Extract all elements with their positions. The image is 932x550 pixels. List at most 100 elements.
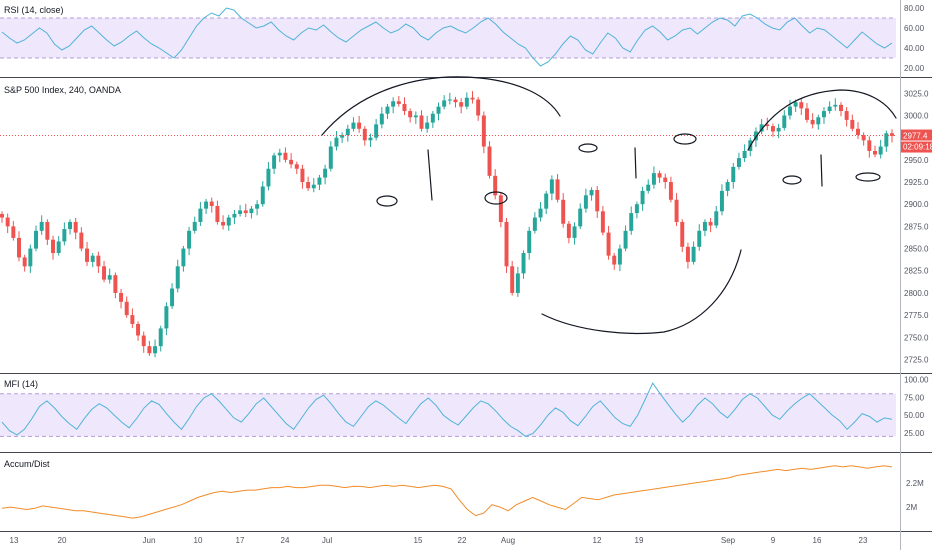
countdown-tag xyxy=(901,141,932,153)
candle-body xyxy=(510,266,515,293)
middle-circle-1-drawing xyxy=(578,143,598,153)
time-axis-label: 23 xyxy=(859,536,868,545)
candle-body xyxy=(328,146,333,169)
time-axis-label: 24 xyxy=(281,536,290,545)
candle-body xyxy=(657,173,662,178)
candle-body xyxy=(124,301,129,316)
time-axis-label: 22 xyxy=(458,536,467,545)
candle-body xyxy=(527,230,532,254)
candle-body xyxy=(22,257,27,267)
candle-body xyxy=(306,182,311,189)
left-circle-1-drawing xyxy=(376,195,398,207)
candle-body xyxy=(243,210,248,214)
time-axis-label: 13 xyxy=(10,536,19,545)
candle-body xyxy=(107,275,112,280)
candle-body xyxy=(481,115,486,147)
candle-body xyxy=(873,150,877,155)
countdown-value: 02:09:18 xyxy=(903,143,932,152)
candle-body xyxy=(317,177,322,185)
last-price-tag xyxy=(901,129,932,141)
candle-body xyxy=(538,208,543,218)
candle-body xyxy=(867,140,872,151)
price-tick-label: 2950.0 xyxy=(904,156,929,165)
candle-body xyxy=(816,117,821,125)
candle-body xyxy=(884,133,889,147)
candle-body xyxy=(856,128,860,136)
candle-body xyxy=(442,100,447,107)
candle-body xyxy=(147,346,152,354)
candle-body xyxy=(589,190,594,196)
candle-body xyxy=(544,193,549,209)
candle-body xyxy=(731,166,736,183)
time-axis-label: 19 xyxy=(635,536,644,545)
candle-body xyxy=(385,106,390,114)
price-tick-label: 2800.0 xyxy=(904,289,929,298)
candle-body xyxy=(226,217,231,226)
candle-body xyxy=(646,184,651,191)
candle-body xyxy=(555,179,560,200)
time-axis-label: 12 xyxy=(593,536,602,545)
candle-body xyxy=(187,230,192,249)
candle-body xyxy=(504,221,509,267)
time-axis-label: 16 xyxy=(813,536,822,545)
candle-body xyxy=(391,101,396,107)
mfi-series-line xyxy=(1,382,893,437)
candle-body xyxy=(640,190,645,205)
mfi-band xyxy=(0,393,896,437)
accum-dist-line xyxy=(1,465,893,519)
accum-dist-tick-label: 2M xyxy=(906,503,917,512)
candle-body xyxy=(192,221,197,231)
accum-dist-axis: 2.2M 2M xyxy=(906,479,924,512)
time-axis-label: 20 xyxy=(58,536,67,545)
candle-body xyxy=(119,292,124,302)
rsi-tick-label: 20.00 xyxy=(904,64,925,73)
candle-body xyxy=(204,201,209,209)
last-price-value: 2977.4 xyxy=(903,132,928,141)
candle-body xyxy=(470,97,475,100)
mfi-pane-title: MFI (14) xyxy=(4,379,38,389)
candle-body xyxy=(340,135,345,138)
time-axis-label: Jun xyxy=(143,536,156,545)
candle-body xyxy=(532,217,537,231)
rsi-tick-label: 80.00 xyxy=(904,4,925,13)
candle-body xyxy=(714,211,719,226)
candle-body xyxy=(572,226,577,238)
candle-body xyxy=(685,246,690,262)
candle-body xyxy=(850,119,855,129)
rsi-band-fill xyxy=(0,18,896,58)
price-tick-label: 2750.0 xyxy=(904,333,929,342)
time-axis[interactable]: 13 20 Jun 10 17 24 Jul 15 22 Aug 12 19 Sep 9 16 23 xyxy=(10,536,868,545)
price-tick-label: 2925.0 xyxy=(904,178,929,187)
mfi-tick-label: 100.00 xyxy=(904,376,929,385)
candle-body xyxy=(85,248,90,262)
candle-body xyxy=(521,253,526,274)
price-candles xyxy=(0,91,894,358)
candle-body xyxy=(334,137,339,147)
candle-body xyxy=(787,106,792,116)
candle-body xyxy=(300,168,305,183)
candle-body xyxy=(583,195,588,209)
candle-body xyxy=(833,104,838,107)
candle-body xyxy=(294,164,299,169)
candle-body xyxy=(221,221,226,226)
candle-body xyxy=(782,115,787,128)
candle-body xyxy=(56,241,61,254)
middle-circle-2-drawing xyxy=(673,133,697,145)
candle-body xyxy=(170,288,175,307)
right-circle-2-drawing xyxy=(855,172,881,182)
candle-body xyxy=(799,102,804,109)
mfi-band-fill xyxy=(0,393,896,437)
mfi-axis: 100.00 75.00 50.00 25.00 xyxy=(904,376,929,438)
candle-body xyxy=(136,323,141,336)
candle-body xyxy=(277,152,282,156)
candle-body xyxy=(578,208,583,227)
candle-body xyxy=(600,211,605,233)
time-axis-label: Aug xyxy=(501,536,515,545)
candle-body xyxy=(45,221,50,240)
mfi-tick-label: 50.00 xyxy=(904,411,925,420)
candle-body xyxy=(680,221,685,247)
candle-body xyxy=(408,111,413,118)
candle-body xyxy=(283,152,288,160)
